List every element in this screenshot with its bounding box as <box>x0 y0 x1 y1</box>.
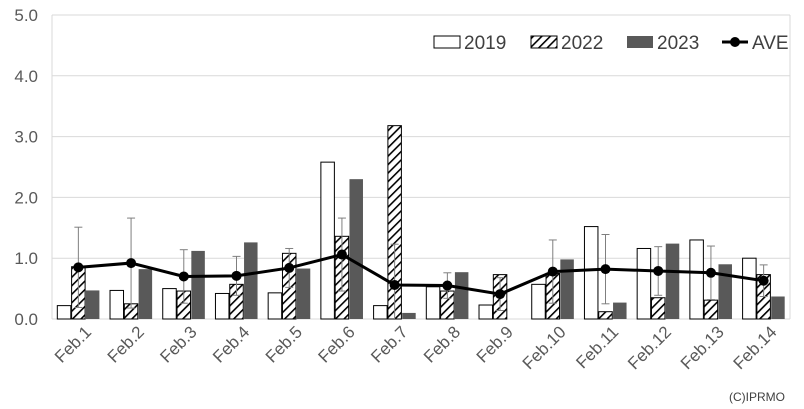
average-line <box>73 249 769 300</box>
bar-2019-Feb.9 <box>478 304 494 320</box>
x-tick-label: Feb.11 <box>572 322 622 372</box>
bar-2023-Feb.13 <box>718 264 732 319</box>
y-tick-label: 5.0 <box>14 6 38 25</box>
ave-point-Feb.10 <box>547 266 558 277</box>
legend-label-2023: 2023 <box>657 33 699 54</box>
y-tick-label: 1.0 <box>14 249 38 268</box>
bar-2019-Feb.11 <box>583 226 599 320</box>
bar-2023-Feb.12 <box>665 243 680 319</box>
bar-2019-Feb.14 <box>742 257 757 320</box>
ave-point-Feb.12 <box>653 265 664 276</box>
ave-point-Feb.1 <box>73 262 84 273</box>
x-tick-label: Feb.8 <box>420 322 464 366</box>
y-tick-label: 3.0 <box>14 128 38 147</box>
ave-point-Feb.9 <box>495 289 506 300</box>
bar-2023-Feb.2 <box>138 269 153 319</box>
y-tick-label: 2.0 <box>14 188 38 207</box>
bar-2022-Feb.12 <box>650 297 666 320</box>
bar-2023-Feb.1 <box>85 290 100 319</box>
x-tick-label: Feb.9 <box>473 322 517 366</box>
bar-2019-Feb.10 <box>531 283 546 320</box>
x-tick-label: Feb.6 <box>315 322 359 366</box>
bar-2019-Feb.3 <box>162 288 177 320</box>
legend-swatch-2023 <box>627 36 653 48</box>
bar-2023-Feb.11 <box>613 302 627 319</box>
ave-point-Feb.4 <box>231 270 242 281</box>
ave-series-line <box>78 252 764 296</box>
ave-point-Feb.5 <box>284 262 295 273</box>
bars <box>56 125 785 320</box>
ave-point-Feb.3 <box>178 271 189 282</box>
x-tick-label: Feb.13 <box>677 322 728 373</box>
ave-point-Feb.11 <box>600 264 611 275</box>
y-tick-label: 4.0 <box>14 67 38 86</box>
legend-swatch-marker-AVE <box>730 37 740 47</box>
ave-point-Feb.2 <box>126 258 137 269</box>
y-tick-label: 0.0 <box>14 310 38 329</box>
x-tick-label: Feb.3 <box>156 322 200 366</box>
bar-2019-Feb.5 <box>267 292 283 320</box>
ave-point-Feb.6 <box>336 249 347 260</box>
bar-2019-Feb.7 <box>373 305 388 320</box>
x-tick-label: Feb.12 <box>624 322 675 373</box>
x-tick-label: Feb.10 <box>519 322 570 373</box>
x-tick-label: Feb.14 <box>730 322 781 373</box>
legend-label-2022: 2022 <box>561 33 603 54</box>
bar-2023-Feb.14 <box>771 296 785 319</box>
bar-2023-Feb.5 <box>296 268 311 319</box>
x-tick-label: Feb.1 <box>51 322 95 366</box>
x-tick-label: Feb.2 <box>104 322 148 366</box>
bar-2019-Feb.6 <box>320 161 335 320</box>
bar-2022-Feb.11 <box>598 311 613 320</box>
bar-2023-Feb.7 <box>402 312 416 319</box>
legend-label-2019: 2019 <box>464 33 506 54</box>
bar-2022-Feb.13 <box>703 299 719 320</box>
legend-swatch-2019 <box>433 35 461 49</box>
gridlines <box>51 14 791 320</box>
ave-point-Feb.7 <box>389 279 400 290</box>
bar-2023-Feb.3 <box>191 250 205 319</box>
legend: 2019 2022 2023 AVE <box>433 33 789 54</box>
ave-point-Feb.14 <box>758 275 769 286</box>
bar-2019-Feb.8 <box>425 286 441 320</box>
bar-2023-Feb.4 <box>244 242 258 319</box>
bar-2019-Feb.1 <box>56 305 72 320</box>
legend-swatch-2022 <box>530 35 558 49</box>
credit-text: (C)IPRMO <box>729 390 785 404</box>
ave-point-Feb.13 <box>705 267 716 278</box>
bar-2023-Feb.6 <box>349 179 363 319</box>
legend-label-AVE: AVE <box>752 33 789 54</box>
x-tick-label: Feb.7 <box>367 322 411 366</box>
bar-2023-Feb.10 <box>560 259 574 319</box>
x-tick-label: Feb.4 <box>209 322 253 366</box>
bar-2023-Feb.8 <box>454 272 469 319</box>
bar-2019-Feb.4 <box>214 292 230 320</box>
bar-2019-Feb.2 <box>109 289 125 320</box>
bar-2019-Feb.12 <box>636 247 652 320</box>
x-axis-ticks: Feb.1 Feb.2 Feb.3 Feb.4 Feb.5 Feb.6 Feb.7 Feb.8… <box>51 322 780 373</box>
y-axis-ticks: 0.0 1.0 2.0 3.0 4.0 5.0 <box>14 6 38 329</box>
ave-point-Feb.8 <box>442 280 453 291</box>
bar-2019-Feb.13 <box>689 239 704 320</box>
x-tick-label: Feb.5 <box>262 322 306 366</box>
